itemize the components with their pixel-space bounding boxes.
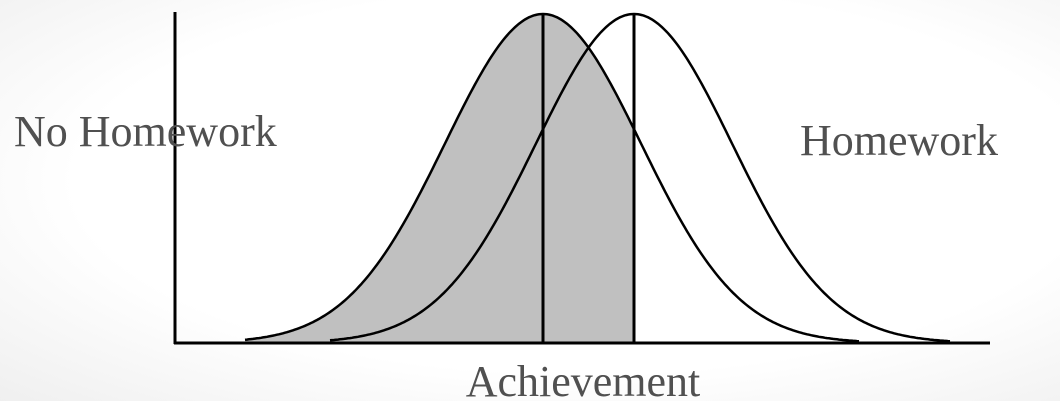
right-label: Homework xyxy=(800,116,998,165)
axis-label: Achievement xyxy=(466,357,701,401)
no-homework-curve xyxy=(244,12,860,343)
left-label: No Homework xyxy=(14,107,277,156)
shaded-area xyxy=(245,14,634,343)
homework-curve xyxy=(329,12,951,343)
